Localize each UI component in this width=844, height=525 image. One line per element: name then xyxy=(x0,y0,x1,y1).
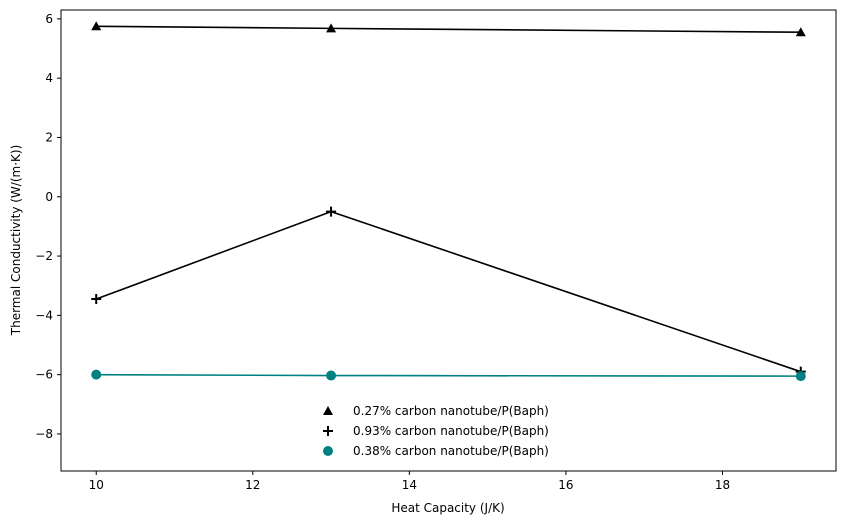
y-tick-label: 2 xyxy=(45,130,53,144)
y-tick-label: −2 xyxy=(35,249,53,263)
x-tick-label: 18 xyxy=(715,478,730,492)
x-tick-label: 16 xyxy=(558,478,573,492)
legend-label-2: 0.93% carbon nanotube/P(Baph) xyxy=(353,424,549,438)
y-axis: −8 −6 −4 −2 0 2 4 6 xyxy=(35,12,61,441)
y-tick-label: −6 xyxy=(35,368,53,382)
legend-marker-3 xyxy=(323,446,333,456)
y-tick-label: 6 xyxy=(45,12,53,26)
data-point-1 xyxy=(795,27,806,37)
legend-label-1: 0.27% carbon nanotube/P(Baph) xyxy=(353,404,549,418)
x-axis-label: Heat Capacity (J/K) xyxy=(391,501,504,515)
legend-marker-2 xyxy=(323,426,333,436)
data-point-3 xyxy=(795,371,806,382)
plot-area xyxy=(60,9,837,472)
data-point-1 xyxy=(91,21,102,31)
data-point-3 xyxy=(326,370,337,381)
x-tick-label: 12 xyxy=(245,478,260,492)
legend-marker-1 xyxy=(323,406,333,415)
x-tick-label: 14 xyxy=(402,478,417,492)
data-point-1 xyxy=(326,23,337,33)
data-point-2 xyxy=(91,294,102,305)
x-tick-label: 10 xyxy=(89,478,104,492)
legend-label-3: 0.38% carbon nanotube/P(Baph) xyxy=(353,444,549,458)
data-point-3 xyxy=(91,369,102,380)
data-point-2 xyxy=(326,206,337,217)
y-tick-label: −8 xyxy=(35,427,53,441)
legend: 0.27% carbon nanotube/P(Baph) 0.93% carbo… xyxy=(323,404,549,458)
y-tick-label: −4 xyxy=(35,308,53,322)
y-axis-label: Thermal Conductivity (W/(m·K)) xyxy=(9,145,23,336)
y-tick-label: 4 xyxy=(45,71,53,85)
y-tick-label: 0 xyxy=(45,190,53,204)
x-axis: 10 12 14 16 18 xyxy=(89,471,730,492)
series-layer xyxy=(91,21,806,382)
